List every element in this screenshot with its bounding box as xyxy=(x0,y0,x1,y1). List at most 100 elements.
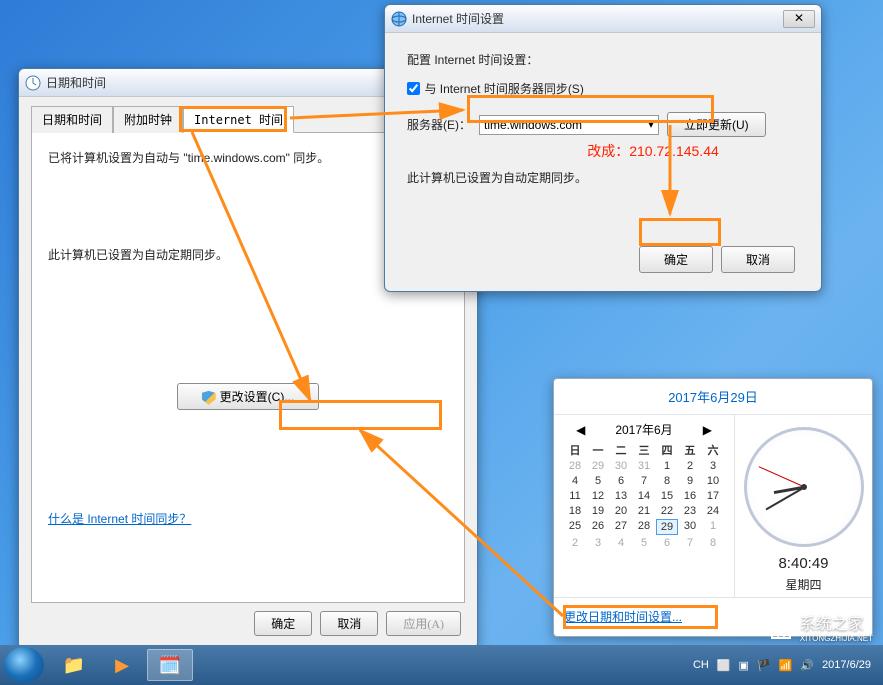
weekday-name: 星期四 xyxy=(739,576,868,593)
calendar-day[interactable]: 20 xyxy=(610,504,632,518)
calendar-day[interactable]: 11 xyxy=(564,489,586,503)
calendar-day[interactable]: 1 xyxy=(656,459,678,473)
scheduled-text: 此计算机已设置为自动定期同步。 xyxy=(407,169,799,186)
shield-icon xyxy=(202,391,216,405)
tab-datetime[interactable]: 日期和时间 xyxy=(31,106,113,133)
tray-network-icon[interactable]: 📶 xyxy=(779,659,793,672)
house-icon xyxy=(766,612,796,642)
lang-indicator[interactable]: CH xyxy=(693,659,709,671)
sync-checkbox[interactable] xyxy=(407,82,420,95)
calendar-day[interactable]: 7 xyxy=(679,536,701,550)
calendar-day[interactable]: 30 xyxy=(679,519,701,535)
calendar-day[interactable]: 23 xyxy=(679,504,701,518)
calendar-day[interactable]: 19 xyxy=(587,504,609,518)
cancel-button[interactable]: 取消 xyxy=(721,246,795,273)
calendar-day[interactable]: 14 xyxy=(633,489,655,503)
calendar-day[interactable]: 4 xyxy=(610,536,632,550)
calendar-weekday: 三 xyxy=(633,442,655,458)
calendar-day[interactable]: 29 xyxy=(587,459,609,473)
task-explorer[interactable]: 📁 xyxy=(51,649,97,681)
calendar-weekday: 二 xyxy=(610,442,632,458)
calendar-day[interactable]: 26 xyxy=(587,519,609,535)
next-month-button[interactable]: ▶ xyxy=(703,423,712,437)
calendar-day[interactable]: 17 xyxy=(702,489,724,503)
window-title: Internet 时间设置 xyxy=(412,10,783,27)
config-label: 配置 Internet 时间设置： xyxy=(407,51,799,68)
calendar-day[interactable]: 3 xyxy=(587,536,609,550)
annotation-text: 改成：210.72.145.44 xyxy=(507,141,799,161)
calendar-day[interactable]: 6 xyxy=(610,474,632,488)
help-link[interactable]: 什么是 Internet 时间同步？ xyxy=(48,512,191,526)
calendar-day[interactable]: 18 xyxy=(564,504,586,518)
system-tray[interactable]: CH ⬜ ▣ 🏴 📶 🔊 2017/6/29 xyxy=(693,659,879,672)
tray-icon[interactable]: ⬜ xyxy=(717,659,731,672)
calendar-day[interactable]: 29 xyxy=(656,519,678,535)
month-label: 2017年6月 xyxy=(615,421,672,438)
calendar-day[interactable]: 28 xyxy=(633,519,655,535)
tray-date[interactable]: 2017/6/29 xyxy=(822,659,871,671)
calendar-weekday: 五 xyxy=(679,442,701,458)
calendar-weekday: 日 xyxy=(564,442,586,458)
calendar-day[interactable]: 5 xyxy=(633,536,655,550)
calendar-weekday: 四 xyxy=(656,442,678,458)
clock-icon xyxy=(25,75,41,91)
calendar-day[interactable]: 5 xyxy=(587,474,609,488)
calendar: ◀ 2017年6月 ▶ 日一二三四五六282930311234567891011… xyxy=(554,415,735,597)
calendar-day[interactable]: 9 xyxy=(679,474,701,488)
calendar-day[interactable]: 2 xyxy=(679,459,701,473)
task-media-player[interactable]: ▶ xyxy=(99,649,145,681)
calendar-weekday: 一 xyxy=(587,442,609,458)
tab-internet-time[interactable]: Internet 时间 xyxy=(183,106,294,133)
popup-date-title: 2017年6月29日 xyxy=(554,379,872,414)
close-button[interactable]: ✕ xyxy=(783,10,815,28)
tab-additional-clocks[interactable]: 附加时钟 xyxy=(113,106,183,133)
tray-icon[interactable]: ▣ xyxy=(739,659,749,672)
calendar-day[interactable]: 16 xyxy=(679,489,701,503)
window-title: 日期和时间 xyxy=(46,74,426,91)
server-dropdown[interactable]: time.windows.com xyxy=(479,115,659,135)
apply-button[interactable]: 应用(A) xyxy=(386,611,461,636)
calendar-day[interactable]: 7 xyxy=(633,474,655,488)
calendar-day[interactable]: 8 xyxy=(702,536,724,550)
calendar-day[interactable]: 10 xyxy=(702,474,724,488)
task-datetime[interactable]: 🗓️ xyxy=(147,649,193,681)
calendar-day[interactable]: 12 xyxy=(587,489,609,503)
calendar-day[interactable]: 1 xyxy=(702,519,724,535)
calendar-day[interactable]: 2 xyxy=(564,536,586,550)
tray-volume-icon[interactable]: 🔊 xyxy=(800,659,814,672)
change-settings-button[interactable]: 更改设置(C)... xyxy=(177,383,320,410)
globe-icon xyxy=(391,11,407,27)
ok-button[interactable]: 确定 xyxy=(639,246,713,273)
ok-button[interactable]: 确定 xyxy=(254,611,312,636)
clock-calendar-popup: 2017年6月29日 ◀ 2017年6月 ▶ 日一二三四五六2829303112… xyxy=(553,378,873,637)
calendar-day[interactable]: 31 xyxy=(633,459,655,473)
watermark: 系统之家XITONGZHIJIA.NET xyxy=(766,610,873,643)
calendar-day[interactable]: 3 xyxy=(702,459,724,473)
calendar-day[interactable]: 13 xyxy=(610,489,632,503)
calendar-day[interactable]: 25 xyxy=(564,519,586,535)
start-button[interactable] xyxy=(4,647,44,683)
taskbar[interactable]: 📁 ▶ 🗓️ CH ⬜ ▣ 🏴 📶 🔊 2017/6/29 xyxy=(0,645,883,685)
tray-flag-icon[interactable]: 🏴 xyxy=(757,659,771,672)
internet-time-window: Internet 时间设置 ✕ 配置 Internet 时间设置： 与 Inte… xyxy=(384,4,822,292)
calendar-grid[interactable]: 日一二三四五六282930311234567891011121314151617… xyxy=(564,442,724,550)
calendar-day[interactable]: 27 xyxy=(610,519,632,535)
server-label: 服务器(E)： xyxy=(407,116,471,133)
calendar-day[interactable]: 8 xyxy=(656,474,678,488)
calendar-day[interactable]: 4 xyxy=(564,474,586,488)
calendar-day[interactable]: 15 xyxy=(656,489,678,503)
sync-checkbox-row[interactable]: 与 Internet 时间服务器同步(S) xyxy=(407,80,799,98)
change-datetime-link[interactable]: 更改日期和时间设置... xyxy=(564,610,682,624)
calendar-day[interactable]: 28 xyxy=(564,459,586,473)
calendar-day[interactable]: 21 xyxy=(633,504,655,518)
cancel-button[interactable]: 取消 xyxy=(320,611,378,636)
update-now-button[interactable]: 立即更新(U) xyxy=(667,112,766,137)
digital-time: 8:40:49 xyxy=(739,555,868,572)
calendar-weekday: 六 xyxy=(702,442,724,458)
titlebar[interactable]: Internet 时间设置 ✕ xyxy=(385,5,821,33)
calendar-day[interactable]: 6 xyxy=(656,536,678,550)
prev-month-button[interactable]: ◀ xyxy=(576,423,585,437)
calendar-day[interactable]: 24 xyxy=(702,504,724,518)
calendar-day[interactable]: 22 xyxy=(656,504,678,518)
calendar-day[interactable]: 30 xyxy=(610,459,632,473)
